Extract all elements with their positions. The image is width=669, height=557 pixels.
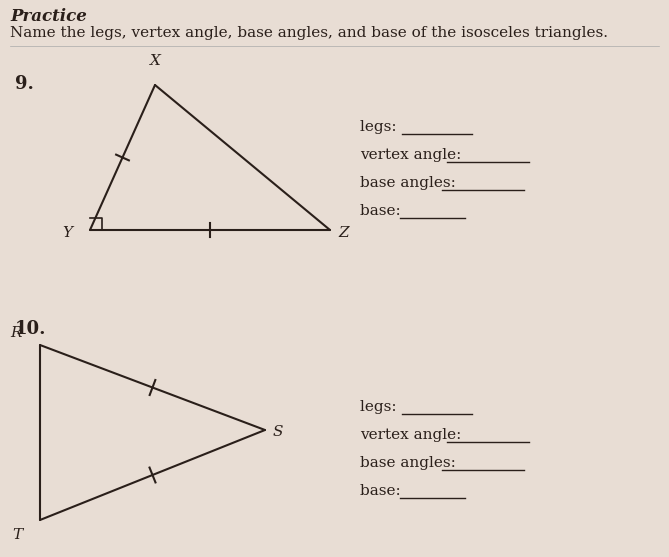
Text: vertex angle:: vertex angle: [360,148,466,162]
Text: base:: base: [360,204,405,218]
Text: base angles:: base angles: [360,176,461,190]
Text: R: R [11,326,22,340]
Text: legs:: legs: [360,400,401,414]
Text: Y: Y [62,226,72,240]
Text: T: T [12,528,22,542]
Text: Practice: Practice [10,8,87,25]
Text: vertex angle:: vertex angle: [360,428,466,442]
Text: 9.: 9. [15,75,34,93]
Text: base angles:: base angles: [360,456,461,470]
Text: Z: Z [338,226,349,240]
Text: Name the legs, vertex angle, base angles, and base of the isosceles triangles.: Name the legs, vertex angle, base angles… [10,26,608,40]
Text: base:: base: [360,484,405,498]
Text: S: S [273,425,284,439]
Text: 10.: 10. [15,320,47,338]
Text: legs:: legs: [360,120,401,134]
Text: X: X [150,54,161,68]
